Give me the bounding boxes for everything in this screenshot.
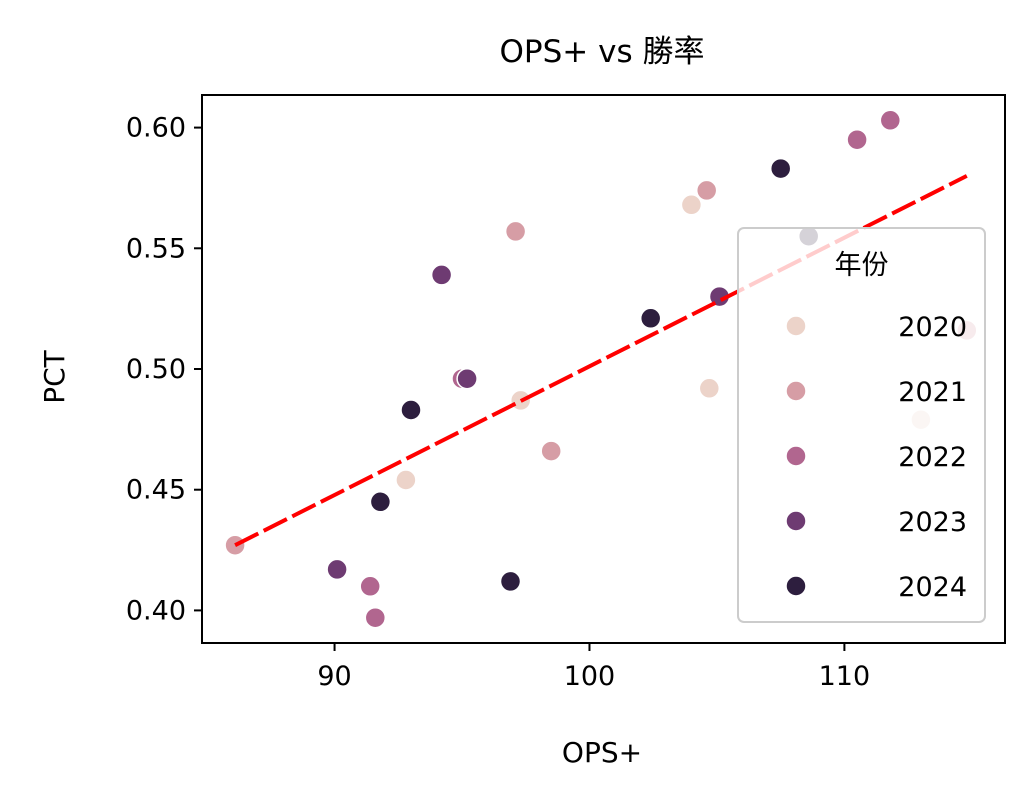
data-point-2023-1 xyxy=(326,558,348,581)
data-point-2021-2 xyxy=(504,220,527,243)
y-tick-label: 0.50 xyxy=(126,354,186,385)
x-tick-label: 100 xyxy=(564,661,616,692)
data-point-2021-3 xyxy=(540,440,562,462)
data-point-2021-4 xyxy=(695,179,718,202)
legend-label-2022: 2022 xyxy=(898,442,967,473)
legend-label-2023: 2023 xyxy=(898,507,967,538)
legend-label-2020: 2020 xyxy=(898,312,967,343)
data-point-2020-1 xyxy=(395,469,417,491)
data-point-2022-5 xyxy=(879,109,902,132)
legend-title: 年份 xyxy=(835,250,889,281)
legend-label-2021: 2021 xyxy=(898,377,967,408)
y-tick-label: 0.45 xyxy=(126,475,186,506)
legend: 年份 2020 2021 2022 2023 2024 xyxy=(737,227,986,623)
data-point-2022-1 xyxy=(359,575,381,598)
legend-marker-2021 xyxy=(785,380,807,402)
x-axis-label: OPS+ xyxy=(562,736,642,769)
data-point-2023-2 xyxy=(430,264,453,286)
legend-label-2024: 2024 xyxy=(898,572,967,603)
data-point-2020-3 xyxy=(680,194,703,216)
data-point-2024-3 xyxy=(499,570,522,593)
legend-marker-2022 xyxy=(785,445,807,467)
legend-marker-2023 xyxy=(785,510,807,532)
data-point-2024-5 xyxy=(769,157,792,180)
data-point-2023-3 xyxy=(456,367,478,390)
axes: 90 100 110 0.40 0.45 0.50 0.55 0.60 xyxy=(126,94,1006,692)
y-tick-label: 0.55 xyxy=(126,233,186,264)
data-point-2024-1 xyxy=(369,491,392,513)
y-tick-label: 0.60 xyxy=(126,113,186,144)
data-point-2024-4 xyxy=(639,307,662,330)
x-tick-label: 110 xyxy=(819,661,871,692)
data-point-2022-2 xyxy=(364,606,387,629)
legend-marker-2020 xyxy=(785,315,807,337)
legend-box xyxy=(737,227,986,623)
y-axis-label: PCT xyxy=(38,349,71,403)
chart-title: OPS+ vs 勝率 xyxy=(500,34,705,70)
y-tick-label: 0.40 xyxy=(126,595,186,626)
data-point-2020-4 xyxy=(698,377,721,400)
legend-marker-2024 xyxy=(785,575,807,597)
data-point-2024-2 xyxy=(400,399,422,421)
x-tick-label: 90 xyxy=(317,661,351,692)
data-point-2022-4 xyxy=(846,128,868,151)
